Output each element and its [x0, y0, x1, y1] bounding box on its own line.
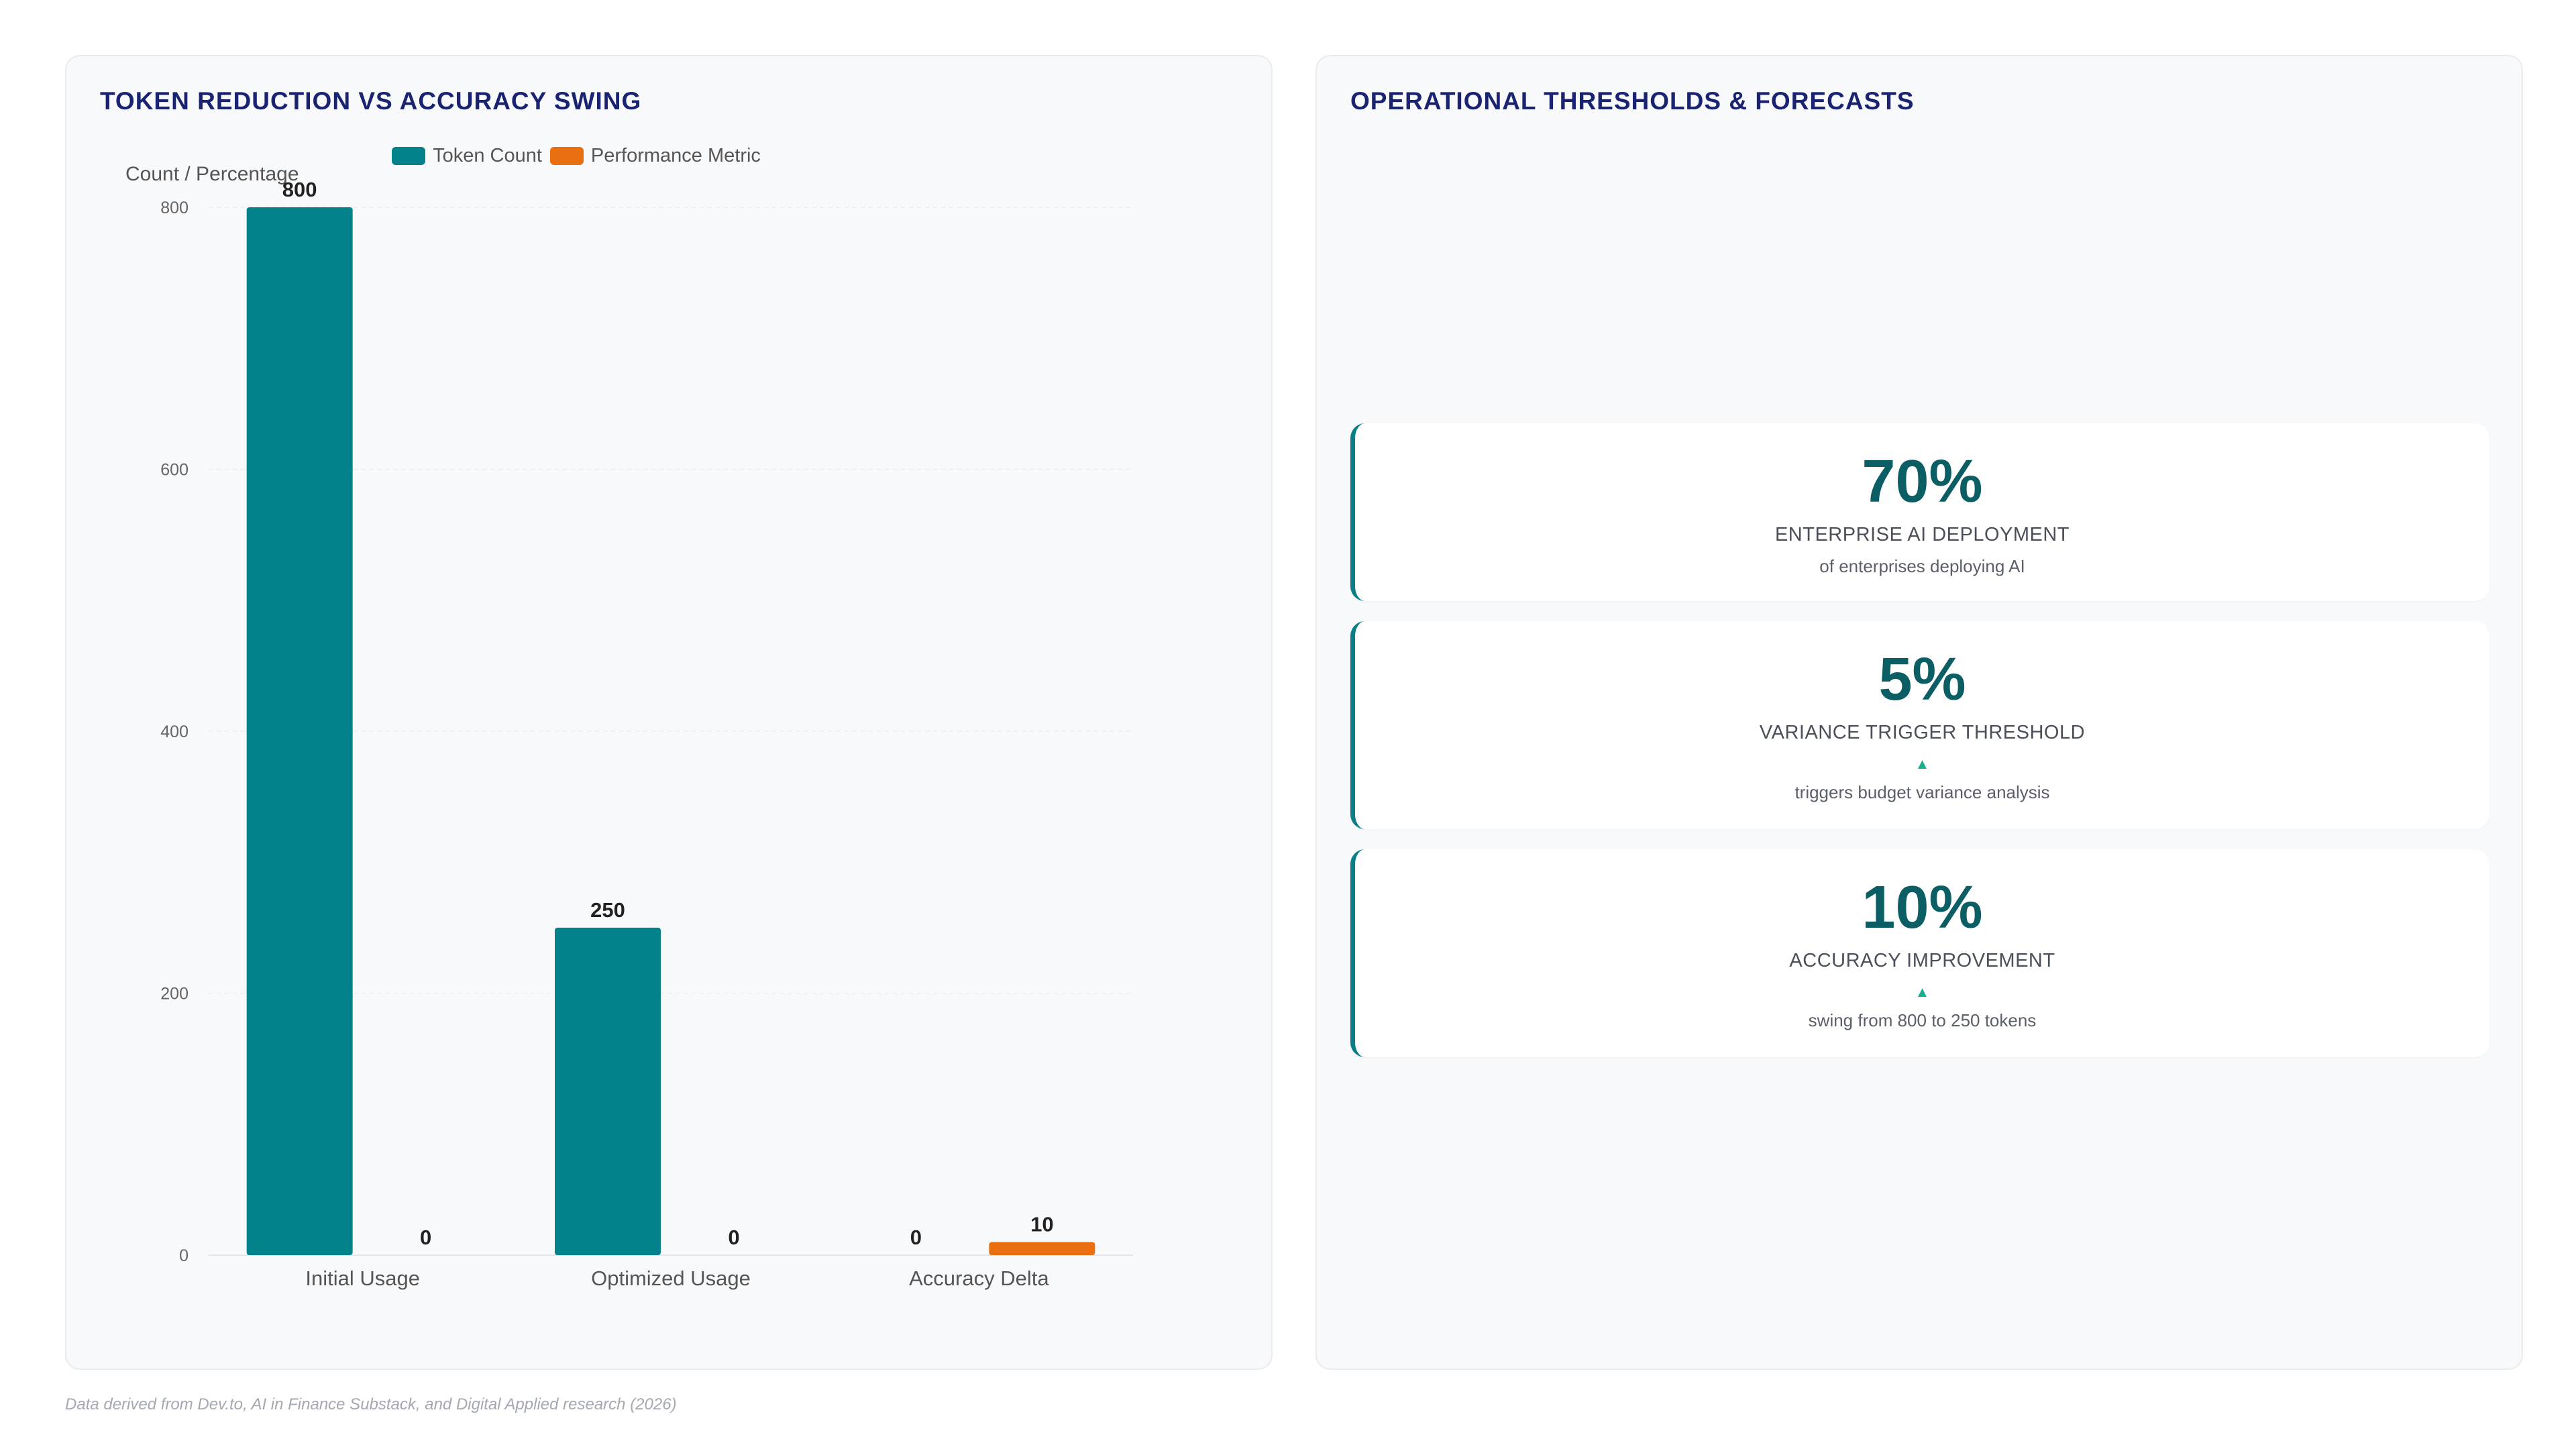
stat-label: ENTERPRISE AI DEPLOYMENT [1774, 524, 2070, 545]
stat-card-enterprise-ai: 70% ENTERPRISE AI DEPLOYMENT of enterpri… [1350, 423, 2489, 601]
y-tick-label: 800 [160, 199, 189, 217]
y-axis-label: Count / Percentage [125, 163, 299, 185]
legend-label-performance-metric: Performance Metric [590, 145, 761, 166]
legend-swatch-token-count [392, 147, 426, 165]
x-tick-label: Optimized Usage [591, 1267, 751, 1290]
chart-panel: TOKEN REDUCTION VS ACCURACY SWING Token … [65, 55, 1273, 1370]
legend-item-performance-metric[interactable]: Performance Metric [549, 145, 761, 167]
data-label: 0 [910, 1226, 922, 1249]
stats-title: OPERATIONAL THRESHOLDS & FORECASTS [1350, 87, 1915, 115]
data-label: 10 [1030, 1212, 1053, 1236]
data-label: 0 [420, 1226, 431, 1249]
stat-card-accuracy-improvement: 10% ACCURACY IMPROVEMENT ▲ swing from 80… [1350, 849, 2489, 1057]
data-label: 800 [282, 178, 317, 201]
bar-performance-metric [989, 1242, 1095, 1255]
stat-value: 70% [1862, 448, 1983, 515]
y-tick-label: 400 [160, 722, 189, 741]
stat-value: 10% [1862, 874, 1983, 941]
stats-panel: OPERATIONAL THRESHOLDS & FORECASTS 70% E… [1316, 55, 2523, 1370]
chart-legend: Token Count Performance Metric [66, 145, 1086, 167]
stat-description: of enterprises deploying AI [1819, 556, 2025, 576]
trend-up-icon: ▲ [1915, 983, 1930, 1000]
chart-title: TOKEN REDUCTION VS ACCURACY SWING [100, 87, 642, 115]
bar-token-count [246, 207, 353, 1255]
stat-description: swing from 800 to 250 tokens [1808, 1010, 2037, 1030]
stat-card-variance-threshold: 5% VARIANCE TRIGGER THRESHOLD ▲ triggers… [1350, 621, 2489, 829]
y-tick-label: 200 [160, 985, 189, 1004]
y-tick-label: 0 [179, 1246, 189, 1265]
legend-label-token-count: Token Count [433, 145, 542, 166]
data-label: 250 [590, 898, 625, 922]
stat-label: VARIANCE TRIGGER THRESHOLD [1759, 722, 2086, 743]
x-tick-label: Initial Usage [305, 1267, 420, 1290]
footer-source-note: Data derived from Dev.to, AI in Finance … [65, 1395, 677, 1413]
y-tick-label: 600 [160, 461, 189, 480]
legend-swatch-performance-metric [549, 147, 584, 165]
x-tick-label: Accuracy Delta [909, 1267, 1049, 1290]
stat-description: triggers budget variance analysis [1794, 782, 2050, 802]
stat-value: 5% [1878, 646, 1966, 713]
data-label: 0 [728, 1226, 739, 1249]
trend-up-icon: ▲ [1915, 755, 1930, 772]
legend-item-token-count[interactable]: Token Count [392, 145, 542, 167]
stat-label: ACCURACY IMPROVEMENT [1789, 950, 2055, 971]
bar-token-count [555, 927, 661, 1255]
